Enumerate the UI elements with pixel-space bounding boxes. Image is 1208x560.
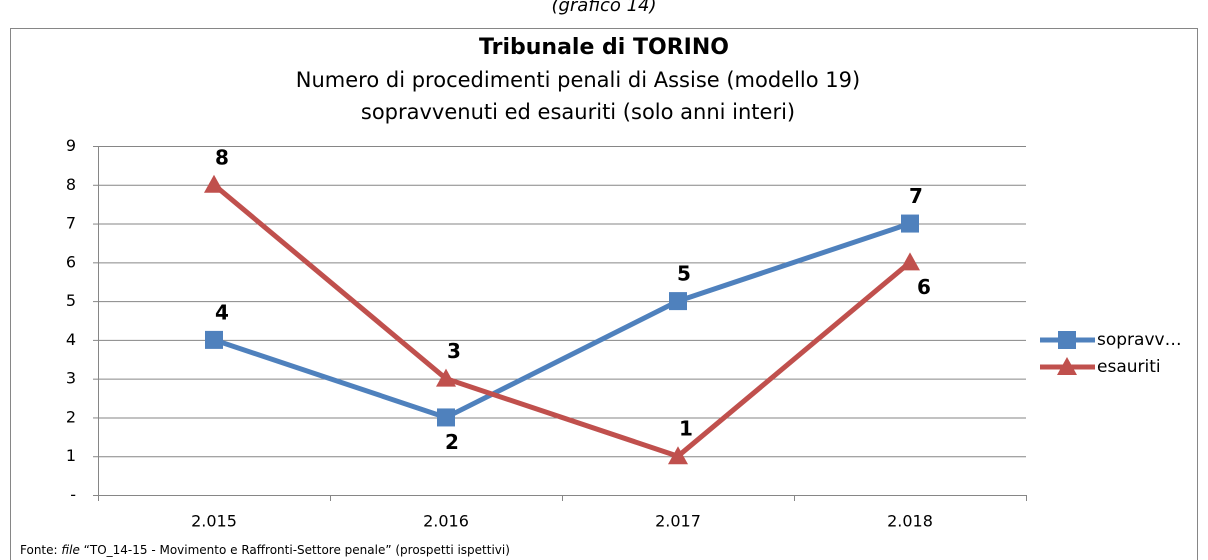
x-tick-label: 2.018 <box>887 512 933 531</box>
source-note: Fonte: file “TO_14-15 - Movimento e Raff… <box>20 543 510 557</box>
source-part: Fonte: <box>20 543 61 557</box>
y-tick-label: 6 <box>66 252 76 271</box>
data-point <box>1058 331 1076 349</box>
y-tick-label: 1 <box>66 446 76 465</box>
data-label: 6 <box>917 275 931 299</box>
legend-label: sopravv… <box>1097 330 1182 350</box>
y-tick-label: 5 <box>66 291 76 310</box>
x-tick-label: 2.016 <box>423 512 469 531</box>
y-tick-label: 9 <box>66 136 76 155</box>
chart-subtitle: sopravvenuti ed esauriti (solo anni inte… <box>361 100 795 124</box>
caption: (grafico 14) <box>551 0 656 16</box>
data-label: 3 <box>447 339 461 363</box>
chart-subtitle: Numero di procedimenti penali di Assise … <box>296 68 860 92</box>
y-tick-label: 7 <box>66 214 76 233</box>
data-point <box>668 446 688 465</box>
data-label: 2 <box>445 430 459 454</box>
legend-label: esauriti <box>1097 357 1161 377</box>
y-tick-label: 8 <box>66 175 76 194</box>
data-point <box>669 292 687 311</box>
data-label: 4 <box>215 300 229 324</box>
source-part: file <box>61 543 79 557</box>
data-point <box>436 368 456 387</box>
chart-border <box>10 28 1198 560</box>
data-point <box>205 330 223 349</box>
y-tick-label: 4 <box>66 330 76 349</box>
data-label: 7 <box>909 184 923 208</box>
data-point <box>437 408 455 427</box>
data-label: 1 <box>679 417 693 441</box>
data-point <box>204 174 224 193</box>
y-tick-label: - <box>70 485 76 504</box>
data-point <box>900 252 920 271</box>
series-line <box>212 182 912 459</box>
data-point <box>1057 357 1077 375</box>
data-label: 5 <box>677 262 691 286</box>
x-tick-label: 2.015 <box>191 512 237 531</box>
series-line <box>213 221 911 420</box>
chart-title: Tribunale di TORINO <box>479 35 729 60</box>
data-label: 8 <box>215 145 229 169</box>
data-point <box>901 214 919 233</box>
y-tick-label: 2 <box>66 407 76 426</box>
y-tick-label: 3 <box>66 369 76 388</box>
source-part: “TO_14-15 - Movimento e Raffronti-Settor… <box>80 543 510 557</box>
x-tick-label: 2.017 <box>655 512 701 531</box>
